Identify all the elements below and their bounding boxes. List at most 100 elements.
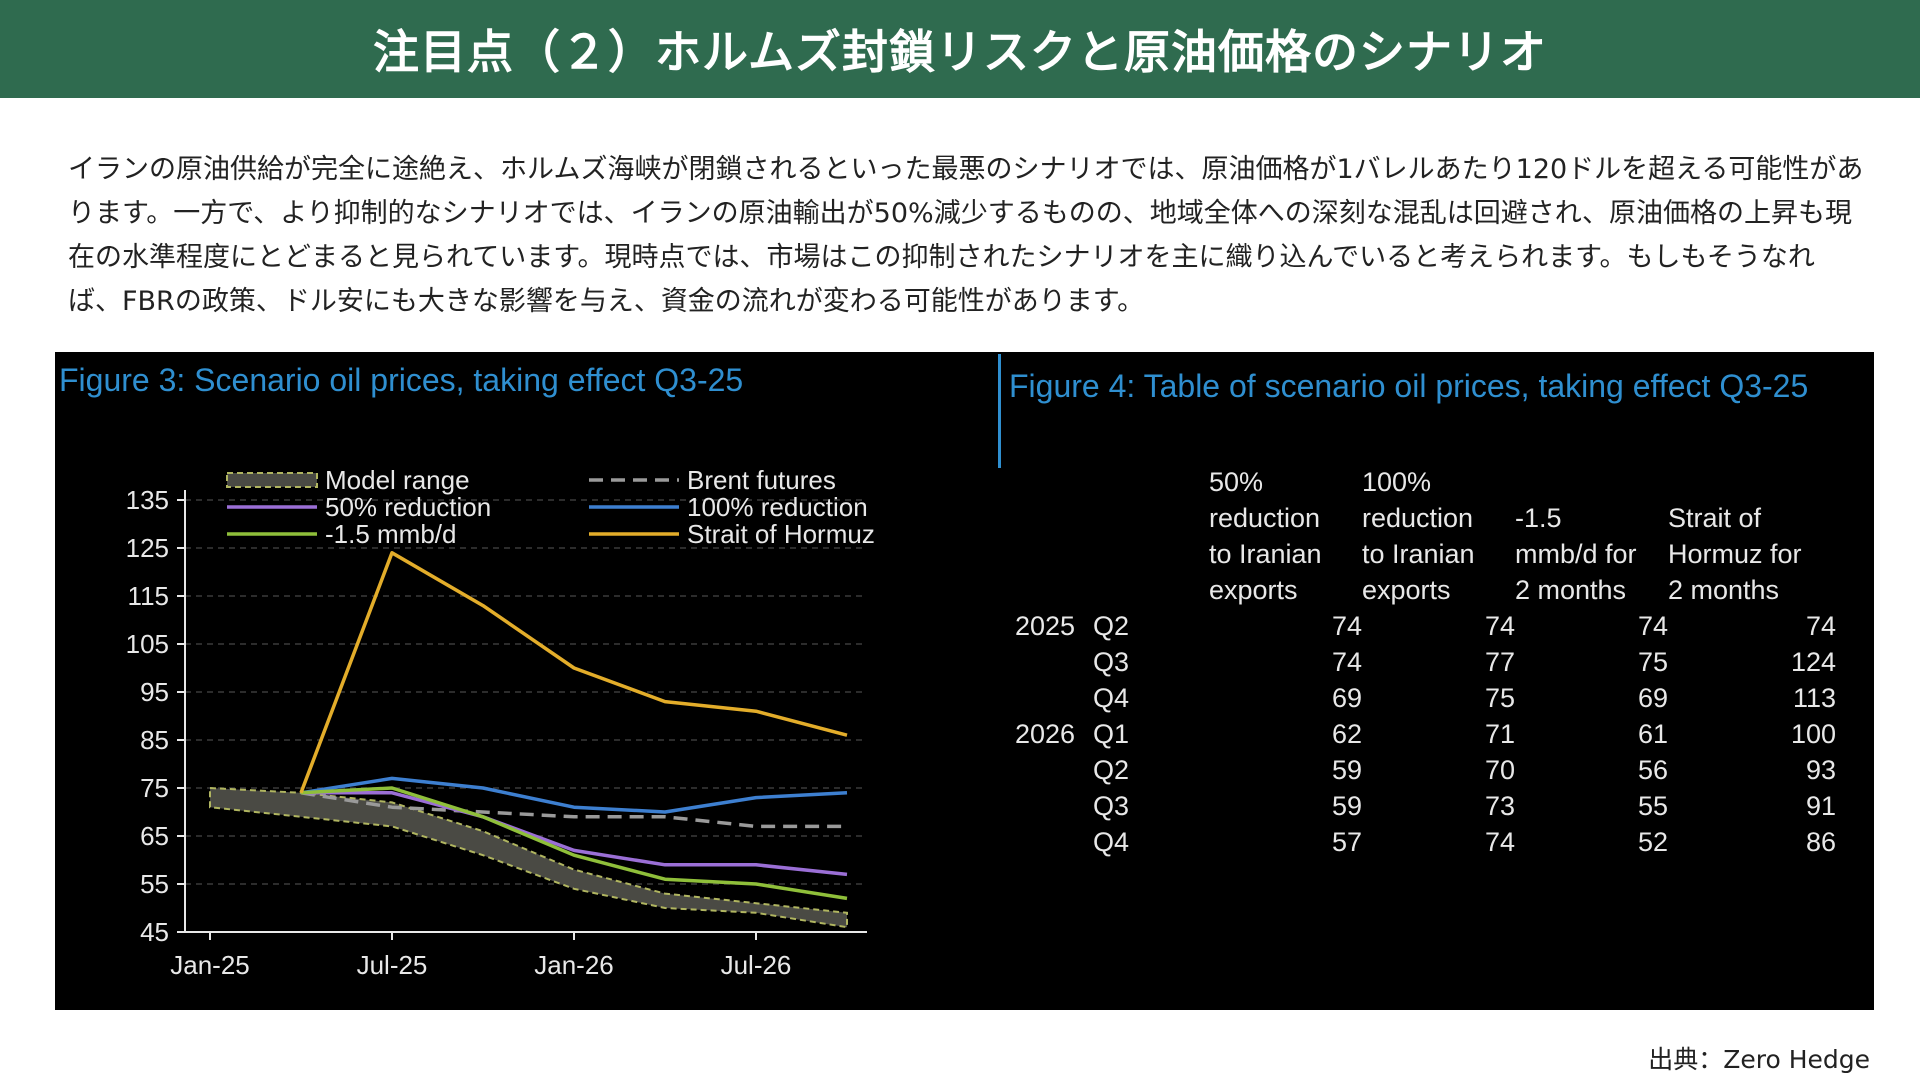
- table-cell: 74: [1637, 611, 1668, 641]
- y-tick-label: 95: [140, 677, 169, 707]
- table-header-line: to Iranian: [1362, 539, 1475, 569]
- table-header-empty: [1093, 464, 1209, 608]
- table-row: Q2 59 70 56 93: [1015, 752, 1836, 788]
- table-cell: 57: [1331, 827, 1362, 857]
- table-header-line: 50%: [1209, 467, 1264, 497]
- table-cell: 75: [1637, 647, 1668, 677]
- legend-swatch: [226, 472, 318, 488]
- table-header-line: 2 months: [1668, 575, 1780, 605]
- row-year: [1015, 824, 1093, 860]
- table-cell: 91: [1805, 791, 1836, 821]
- table-header-line: to Iranian: [1209, 539, 1322, 569]
- table-cell: 74: [1484, 611, 1515, 641]
- legend-label: Model range: [325, 465, 470, 495]
- figure-divider: [998, 354, 1001, 468]
- y-tick-label: 75: [140, 773, 169, 803]
- y-tick-label: 65: [140, 821, 169, 851]
- table-row: Q3 59 73 55 91: [1015, 788, 1836, 824]
- series-brent-futures: [300, 791, 847, 829]
- scenario-table-wrap: 50% reduction to Iranian exports 100% re…: [1015, 464, 1875, 860]
- y-tick-label: 85: [140, 725, 169, 755]
- y-tick-label: 105: [126, 629, 169, 659]
- table-cell: 59: [1331, 755, 1362, 785]
- table-cell: 124: [1790, 647, 1836, 677]
- table-row: 2026 Q1 62 71 61 100: [1015, 716, 1836, 752]
- row-quarter: Q3: [1093, 647, 1130, 677]
- table-cell: 52: [1637, 827, 1668, 857]
- chart-axes: 45 55 65 75 85 95 105 115 125 135 Jan-25 Jul-25 Jan-…: [126, 485, 867, 980]
- table-cell: 74: [1484, 827, 1515, 857]
- table-cell: 69: [1637, 683, 1668, 713]
- line-chart: 45 55 65 75 85 95 105 115 125 135 Jan-25 Jul-25 Jan-…: [126, 465, 875, 980]
- table-row: Q4 69 75 69 113: [1015, 680, 1836, 716]
- table-cell: 70: [1484, 755, 1515, 785]
- row-quarter: Q4: [1093, 683, 1130, 713]
- table-header-line: reduction: [1209, 503, 1321, 533]
- row-quarter: Q3: [1093, 791, 1130, 821]
- table-header-col3: -1.5 mmb/d for 2 months: [1515, 464, 1668, 608]
- table-cell: 75: [1484, 683, 1515, 713]
- table-cell: 113: [1792, 683, 1836, 713]
- table-header-line: -1.5: [1515, 503, 1562, 533]
- table-header-line: 100%: [1362, 467, 1432, 497]
- row-quarter: Q1: [1093, 719, 1130, 749]
- table-header-line: mmb/d for: [1515, 539, 1637, 569]
- row-year: 2025: [1015, 611, 1076, 641]
- table-row: Q3 74 77 75 124: [1015, 644, 1836, 680]
- table-header-line: 2 months: [1515, 575, 1627, 605]
- series-strait-of-hormuz: [299, 551, 848, 794]
- row-year: [1015, 788, 1093, 824]
- table-cell: 73: [1484, 791, 1515, 821]
- body-paragraph: イランの原油供給が完全に途絶え、ホルムズ海峡が閉鎖されるといった最悪のシナリオで…: [68, 154, 1864, 317]
- y-tick-label: 125: [126, 533, 169, 563]
- table-header-col4: Strait of Hormuz for 2 months: [1668, 464, 1836, 608]
- y-tick-label: 45: [140, 917, 169, 947]
- table-header-line: exports: [1209, 575, 1298, 605]
- x-tick-label: Jan-26: [534, 950, 614, 980]
- table-cell: 74: [1805, 611, 1836, 641]
- legend-label: 100% reduction: [687, 492, 868, 522]
- table-header-line: exports: [1362, 575, 1451, 605]
- table-cell: 77: [1484, 647, 1515, 677]
- row-year: 2026: [1015, 719, 1076, 749]
- y-tick-label: 115: [128, 581, 169, 611]
- row-quarter: Q2: [1093, 611, 1130, 641]
- row-quarter: Q2: [1093, 755, 1130, 785]
- chart-series: [209, 551, 848, 929]
- y-tick-label: 55: [140, 869, 169, 899]
- table-cell: 69: [1331, 683, 1362, 713]
- x-tick-label: Jan-25: [170, 950, 250, 980]
- table-cell: 93: [1805, 755, 1836, 785]
- table-header-col1: 50% reduction to Iranian exports: [1209, 464, 1362, 608]
- chart-legend: Model range Brent futures 50% reduction 100…: [226, 465, 875, 549]
- table-cell: 62: [1331, 719, 1362, 749]
- table-header-line: Strait of: [1668, 503, 1762, 533]
- table-cell: 74: [1331, 611, 1362, 641]
- x-tick-label: Jul-25: [357, 950, 428, 980]
- figure3-title: Figure 3: Scenario oil prices, taking ef…: [59, 362, 744, 398]
- page-title-bar: 注目点（２）ホルムズ封鎖リスクと原油価格のシナリオ: [0, 0, 1920, 98]
- table-header-row: 50% reduction to Iranian exports 100% re…: [1015, 464, 1836, 608]
- figure4-title: Figure 4: Table of scenario oil prices, …: [1009, 368, 1809, 404]
- series-1-5-mmbd: [300, 786, 848, 901]
- figure-panel: Figure 3: Scenario oil prices, taking ef…: [55, 352, 1874, 1010]
- legend-label: -1.5 mmb/d: [325, 519, 457, 549]
- page-title: 注目点（２）ホルムズ封鎖リスクと原油価格のシナリオ: [372, 25, 1548, 79]
- table-row: 2025 Q2 74 74 74 74: [1015, 608, 1836, 644]
- table-cell: 56: [1637, 755, 1668, 785]
- table-cell: 74: [1331, 647, 1362, 677]
- row-year: [1015, 644, 1093, 680]
- table-header-line: Hormuz for: [1668, 539, 1802, 569]
- legend-label: 50% reduction: [325, 492, 491, 522]
- table-cell: 61: [1637, 719, 1668, 749]
- table-cell: 59: [1331, 791, 1362, 821]
- legend-label: Strait of Hormuz: [687, 519, 875, 549]
- row-year: [1015, 752, 1093, 788]
- y-tick-label: 135: [126, 485, 169, 515]
- row-year: [1015, 680, 1093, 716]
- table-header-line: reduction: [1362, 503, 1474, 533]
- series-model-range: [209, 786, 848, 929]
- table-cell: 100: [1790, 719, 1836, 749]
- table-header-col2: 100% reduction to Iranian exports: [1362, 464, 1515, 608]
- legend-label: Brent futures: [687, 465, 836, 495]
